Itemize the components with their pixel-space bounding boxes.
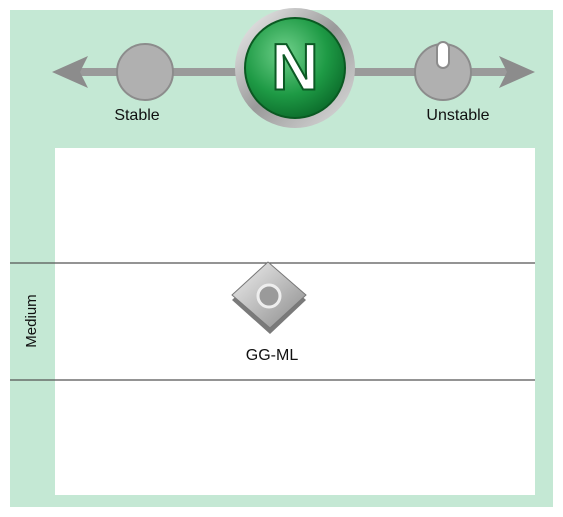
- stability-scale: N Stable Unstable: [52, 8, 535, 128]
- arrow-right: [499, 56, 535, 88]
- badge-letter: N: [271, 29, 319, 103]
- insert-hole: [256, 283, 282, 309]
- item-label: GG-ML: [246, 347, 299, 364]
- insert-item: GG-ML: [231, 261, 307, 364]
- arrow-left: [52, 56, 88, 88]
- scale-label: Stable: [114, 107, 159, 124]
- unstable-notch: [436, 41, 450, 69]
- scale-label: Unstable: [426, 107, 489, 124]
- stable-icon: [116, 43, 174, 101]
- content-area: [55, 148, 535, 495]
- badge: [244, 17, 346, 119]
- row-label: Medium: [23, 294, 40, 347]
